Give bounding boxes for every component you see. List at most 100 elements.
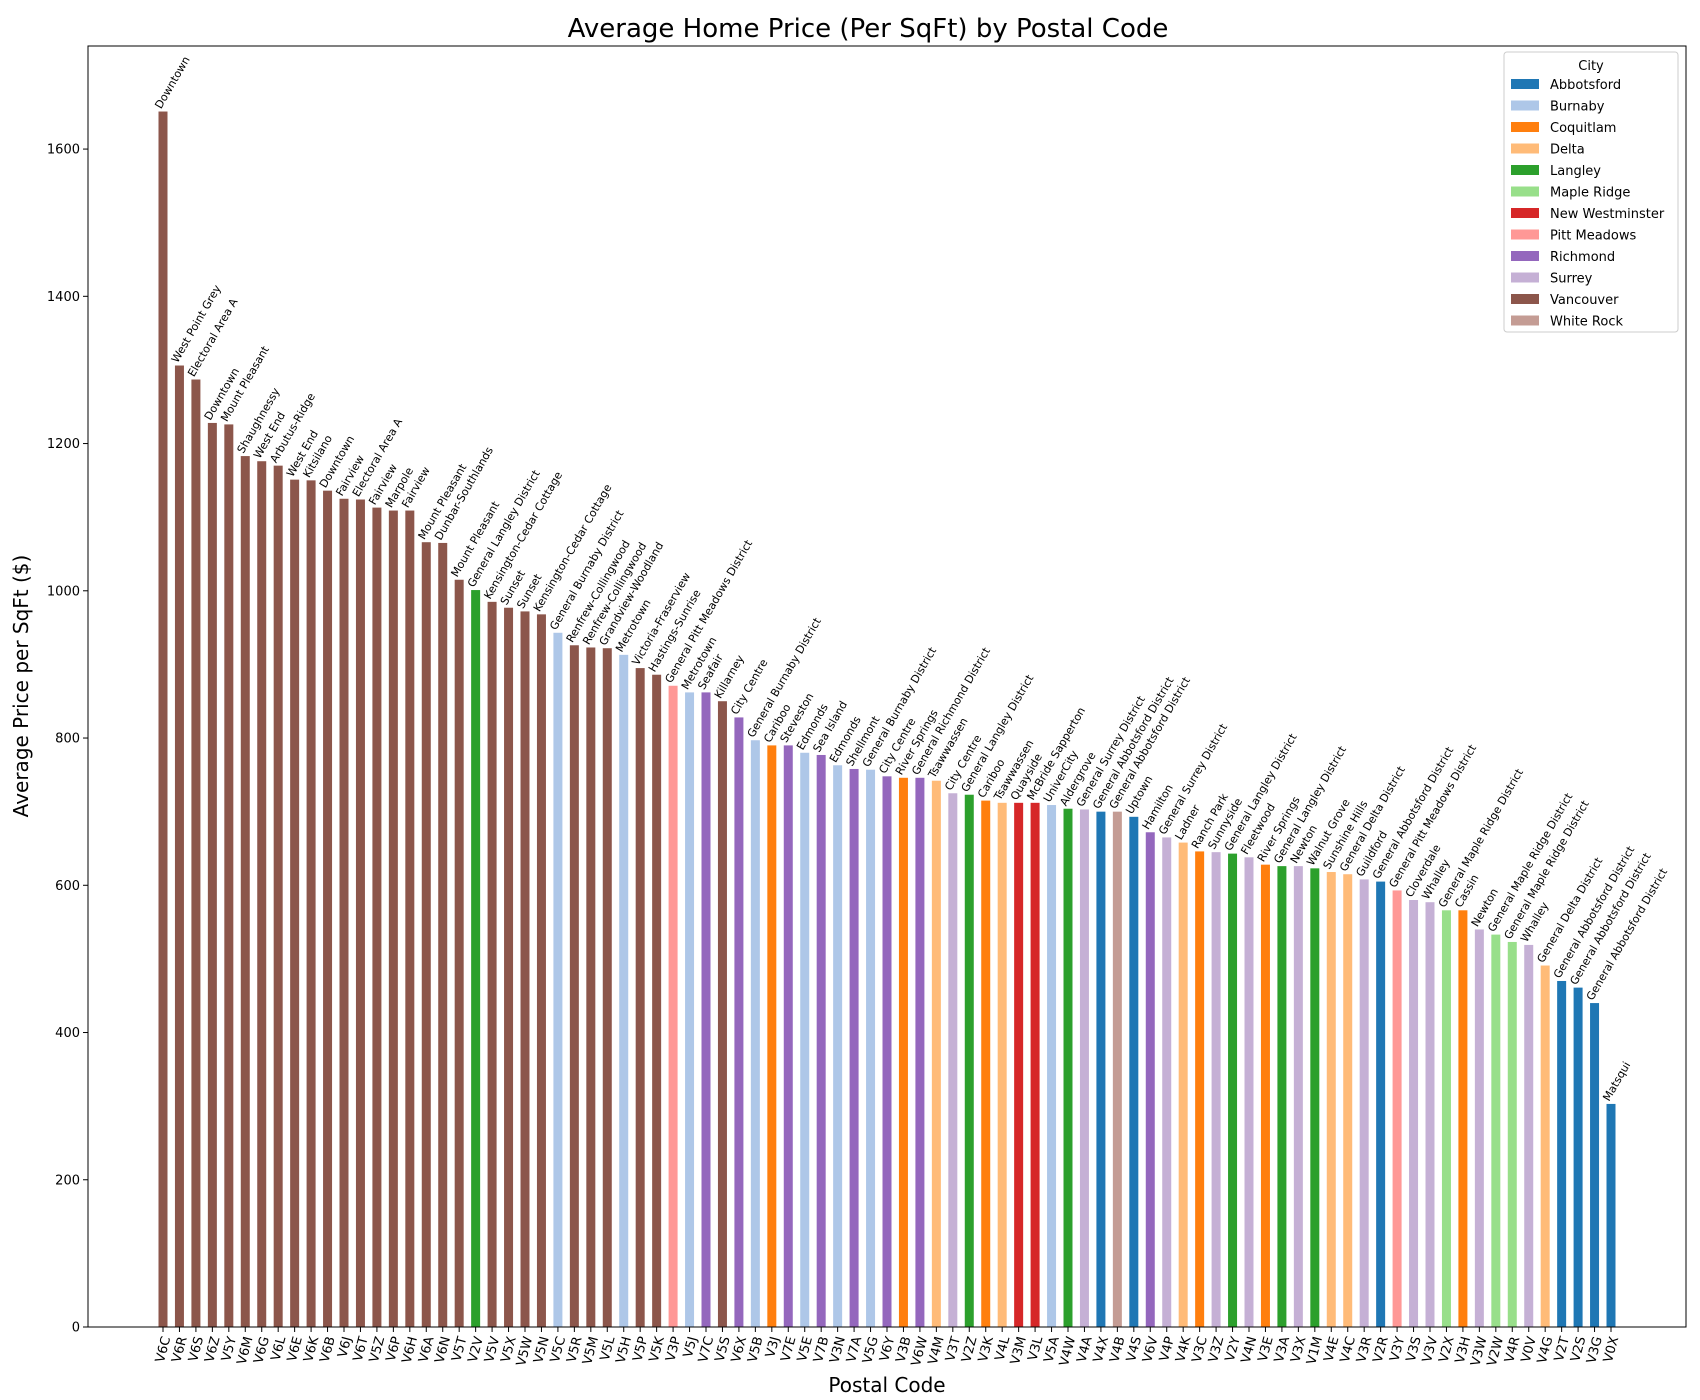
x-tick-label: V3Y bbox=[1387, 1335, 1408, 1363]
x-tick-label: V6H bbox=[400, 1335, 421, 1365]
x-tick-label: V1M bbox=[1304, 1335, 1326, 1366]
bar-v2v bbox=[471, 590, 481, 1327]
legend-entries: Abbotsford Burnaby Coquitlam Delta Langley Ma… bbox=[1511, 78, 1665, 330]
x-tick-label: V4A bbox=[1074, 1335, 1095, 1364]
x-tick-label: V3C bbox=[1190, 1335, 1211, 1364]
x-tick-label: V2R bbox=[1371, 1335, 1392, 1364]
x-tick-label: V6Y bbox=[877, 1335, 898, 1363]
bar-v6r bbox=[174, 365, 184, 1327]
bar-v4c bbox=[1343, 874, 1353, 1327]
x-tick-label: V7E bbox=[778, 1335, 799, 1363]
bar-v4l bbox=[997, 802, 1007, 1327]
x-tick-label: V3G bbox=[1584, 1335, 1606, 1365]
bar-v5v bbox=[487, 601, 497, 1327]
x-tick-label: V3T bbox=[943, 1335, 964, 1363]
bar-v5y bbox=[224, 424, 234, 1327]
bar-v3m bbox=[1014, 802, 1024, 1327]
x-tick-label: V2Y bbox=[1223, 1335, 1244, 1363]
x-tick-label: V3N bbox=[827, 1335, 848, 1365]
x-tick-label: V5L bbox=[598, 1334, 619, 1362]
x-tick-label: V3B bbox=[893, 1335, 914, 1364]
bar-v5h bbox=[619, 654, 629, 1327]
bar-v2r bbox=[1376, 881, 1386, 1327]
bar-v6e bbox=[290, 479, 300, 1327]
y-tick-label: 600 bbox=[55, 879, 80, 894]
x-tick-label: V5T bbox=[449, 1335, 470, 1363]
bar-v7a bbox=[849, 768, 859, 1327]
legend-swatch bbox=[1511, 122, 1539, 132]
bar-v4a bbox=[1079, 809, 1089, 1327]
bar-v1m bbox=[1310, 868, 1320, 1327]
bar-v6v bbox=[1145, 832, 1155, 1327]
legend-swatch bbox=[1511, 186, 1539, 197]
bar-v5k bbox=[652, 674, 662, 1327]
x-tick-label: V5H bbox=[614, 1335, 635, 1365]
bar-v5b bbox=[750, 740, 760, 1327]
bar-v4e bbox=[1326, 872, 1336, 1327]
x-tick-label: V3K bbox=[976, 1335, 997, 1364]
bar-v6b bbox=[323, 490, 333, 1327]
y-tick-label: 800 bbox=[55, 732, 80, 747]
x-tick-label: V6G bbox=[251, 1335, 273, 1365]
bar-v5e bbox=[800, 752, 810, 1327]
x-tick-label: V4L bbox=[993, 1334, 1014, 1362]
x-tick-label: V5B bbox=[745, 1335, 766, 1364]
x-tick-label: V3Z bbox=[1206, 1335, 1227, 1364]
x-tick-label: V0X bbox=[1601, 1335, 1622, 1364]
x-tick-label: V5P bbox=[630, 1335, 651, 1363]
bar-v6t bbox=[355, 499, 365, 1327]
bar-v6l bbox=[273, 465, 283, 1327]
legend-swatch bbox=[1511, 165, 1539, 175]
bar-v5n bbox=[536, 614, 546, 1327]
bar-v6c bbox=[158, 111, 168, 1327]
x-tick-label: V6V bbox=[1140, 1335, 1161, 1364]
legend-label: Abbotsford bbox=[1550, 78, 1621, 93]
x-tick-label: V5V bbox=[482, 1335, 503, 1364]
bar-v4g bbox=[1540, 965, 1550, 1327]
legend-label: Langley bbox=[1550, 164, 1601, 179]
bar-v5g bbox=[866, 769, 876, 1327]
bar-v6h bbox=[405, 510, 415, 1327]
bar-v6s bbox=[191, 379, 201, 1327]
bar-v3b bbox=[898, 777, 908, 1327]
x-tick-label: V6Z bbox=[202, 1335, 223, 1364]
bar-v4r bbox=[1507, 941, 1517, 1327]
legend-swatch bbox=[1511, 294, 1539, 304]
x-axis-label: Postal Code bbox=[828, 1373, 945, 1397]
x-tick-label: V3E bbox=[1256, 1335, 1277, 1363]
bar-v3s bbox=[1409, 900, 1419, 1327]
x-tick-label: V6T bbox=[351, 1335, 372, 1363]
legend-label: Burnaby bbox=[1550, 100, 1605, 115]
x-tick-label: V6K bbox=[301, 1335, 322, 1364]
x-tick-label: V6J bbox=[335, 1335, 355, 1359]
bar-v5j bbox=[685, 692, 695, 1327]
x-tick-label: V7A bbox=[844, 1335, 865, 1364]
bar-v5l bbox=[602, 648, 612, 1327]
bar-v4k bbox=[1178, 842, 1188, 1327]
x-tick-label: V6B bbox=[318, 1335, 339, 1364]
x-axis: V6CV6RV6SV6ZV5YV6MV6GV6LV6EV6KV6BV6JV6TV… bbox=[153, 1327, 1622, 1368]
y-tick-label: 0 bbox=[72, 1321, 80, 1336]
x-tick-label: V4X bbox=[1091, 1335, 1112, 1364]
bar-v6x bbox=[734, 717, 744, 1327]
legend-frame bbox=[1503, 51, 1679, 333]
legend-label: Surrey bbox=[1550, 272, 1593, 287]
x-tick-label: V4K bbox=[1173, 1335, 1194, 1364]
bar-v6y bbox=[882, 776, 892, 1327]
legend-label: Vancouver bbox=[1550, 293, 1619, 308]
bar-v4m bbox=[931, 780, 941, 1327]
bar-v4b bbox=[1112, 811, 1122, 1327]
bar-v3t bbox=[948, 793, 958, 1327]
x-tick-label: V5E bbox=[795, 1335, 816, 1363]
x-tick-label: V3V bbox=[1420, 1335, 1441, 1364]
x-tick-label: V3R bbox=[1354, 1335, 1375, 1364]
bar-v4p bbox=[1162, 837, 1172, 1327]
x-tick-label: V4N bbox=[1239, 1335, 1260, 1365]
legend-title: City bbox=[1578, 59, 1604, 74]
y-tick-label: 1200 bbox=[47, 437, 80, 452]
x-tick-label: V6M bbox=[235, 1335, 257, 1366]
bar-v3v bbox=[1425, 902, 1435, 1327]
bar-v5r bbox=[569, 645, 579, 1327]
x-tick-label: V0V bbox=[1519, 1335, 1540, 1364]
